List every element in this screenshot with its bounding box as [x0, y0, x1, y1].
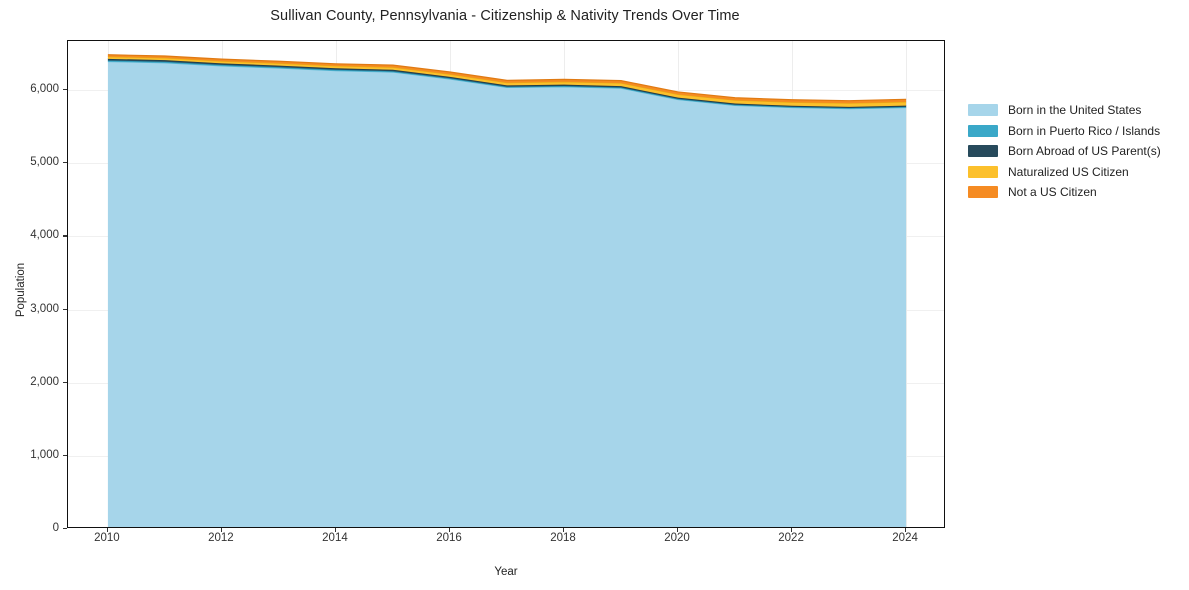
- legend-swatch-icon: [968, 104, 998, 116]
- plot-area: [67, 40, 945, 528]
- y-tick-mark: [63, 235, 67, 237]
- legend-swatch-icon: [968, 124, 998, 137]
- y-tick-label: 3,000: [30, 302, 59, 315]
- legend-item-label: Born Abroad of US Parent(s): [1008, 144, 1161, 158]
- x-tick-label: 2012: [208, 532, 234, 544]
- x-tick-label: 2018: [550, 532, 576, 544]
- y-tick-label: 1,000: [30, 448, 59, 461]
- y-tick-mark: [63, 162, 67, 164]
- area-line-3: [107, 56, 907, 104]
- y-tick-mark: [63, 528, 67, 530]
- x-gridline: [906, 41, 908, 527]
- x-tick-mark: [106, 528, 109, 532]
- y-tick-label: 0: [52, 522, 59, 534]
- y-tick-label: 4,000: [30, 229, 59, 242]
- x-tick-label: 2010: [94, 532, 120, 544]
- stacked-area-group: [107, 54, 907, 527]
- legend-item[interactable]: Not a US Citizen: [968, 186, 1161, 198]
- x-tick-label: 2016: [436, 532, 462, 544]
- y-tick-mark: [63, 381, 67, 383]
- y-tick-mark: [63, 308, 67, 310]
- legend-item-label: Born in Puerto Rico / Islands: [1008, 123, 1161, 138]
- x-tick-mark: [448, 528, 451, 532]
- y-tick-label: 2,000: [30, 375, 59, 388]
- area-series-0: [107, 61, 907, 527]
- legend-item[interactable]: Born Abroad of US Parent(s): [968, 145, 1161, 157]
- legend-item[interactable]: Naturalized US Citizen: [968, 164, 1161, 179]
- x-tick-label: 2014: [322, 532, 348, 544]
- chart-legend: Born in the United States Born in Puerto …: [968, 104, 1161, 198]
- x-tick-label: 2022: [778, 532, 804, 544]
- y-axis-title: Population: [15, 262, 28, 318]
- x-axis-title: Year: [494, 566, 518, 578]
- x-tick-label: 2020: [664, 532, 690, 544]
- legend-item[interactable]: Born in the United States: [968, 104, 1161, 116]
- legend-item-label: Born in the United States: [1008, 103, 1142, 117]
- legend-item-label: Naturalized US Citizen: [1008, 164, 1129, 179]
- legend-item-label: Not a US Citizen: [1008, 185, 1097, 199]
- legend-swatch-icon: [968, 165, 998, 178]
- x-tick-mark: [563, 528, 565, 532]
- y-tick-label: 5,000: [30, 156, 59, 169]
- area-line-4: [107, 54, 907, 102]
- y-tick-label: 6,000: [30, 83, 59, 96]
- x-tick-mark: [905, 528, 907, 532]
- y-tick-mark: [63, 454, 67, 457]
- y-tick-mark: [63, 89, 67, 91]
- legend-item[interactable]: Born in Puerto Rico / Islands: [968, 123, 1161, 138]
- x-tick-mark: [677, 528, 679, 532]
- x-tick-mark: [334, 528, 337, 532]
- chart-title: Sullivan County, Pennsylvania - Citizens…: [270, 8, 740, 24]
- legend-swatch-icon: [968, 145, 998, 157]
- legend-swatch-icon: [968, 186, 998, 198]
- x-tick-mark: [220, 528, 223, 532]
- x-tick-mark: [791, 528, 793, 532]
- x-tick-label: 2024: [892, 532, 918, 544]
